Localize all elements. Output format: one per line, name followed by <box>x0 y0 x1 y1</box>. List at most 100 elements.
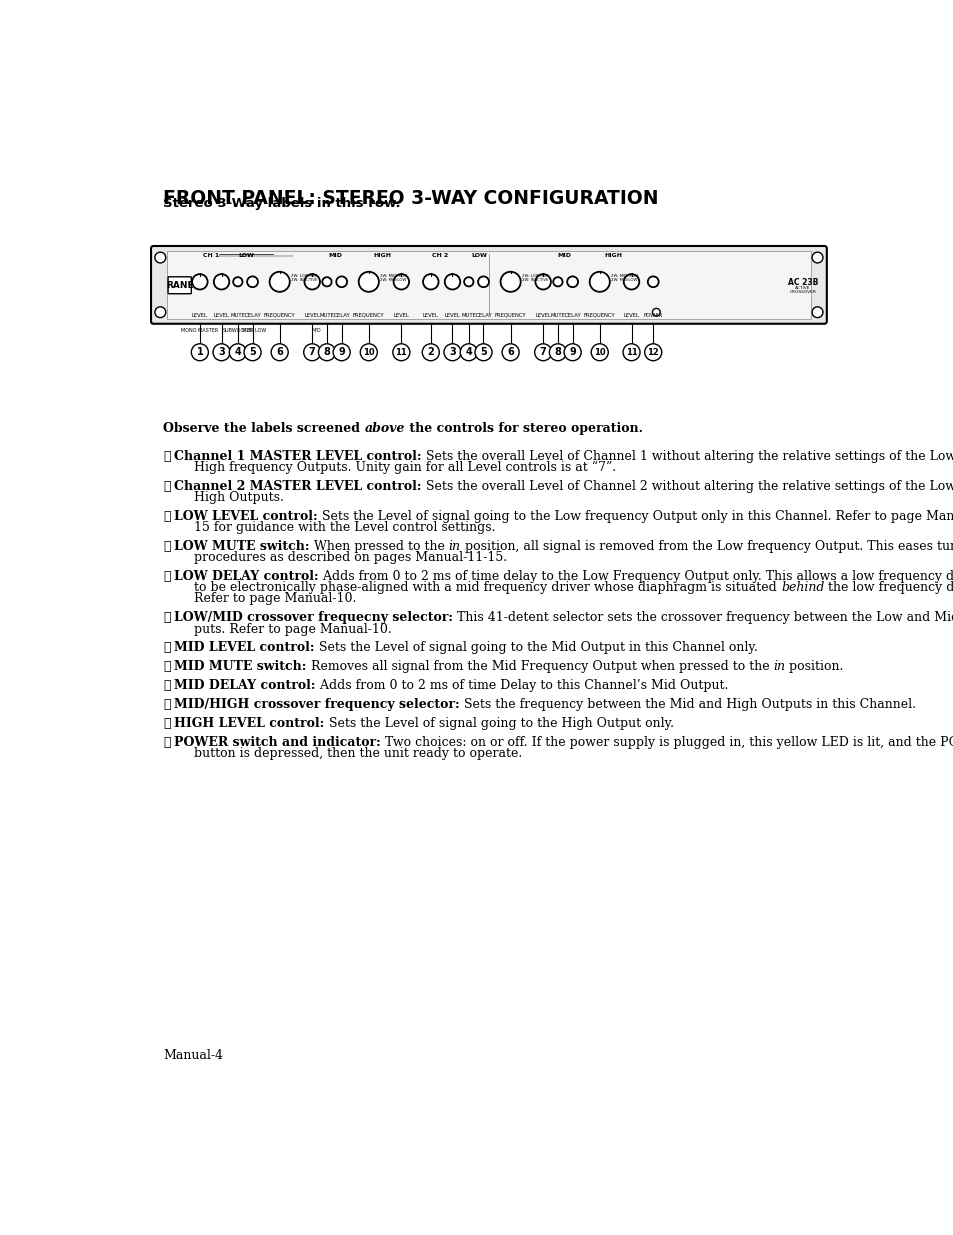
Text: M/D: M/D <box>311 327 320 332</box>
Text: MID LEVEL control:: MID LEVEL control: <box>174 641 314 655</box>
Text: 4: 4 <box>465 347 472 357</box>
Text: Sets the Level of signal going to the Mid Output in this Channel only.: Sets the Level of signal going to the Mi… <box>314 641 757 655</box>
Text: 1: 1 <box>196 347 203 357</box>
Circle shape <box>335 277 347 288</box>
Text: FRONT PANEL: STEREO 3-WAY CONFIGURATION: FRONT PANEL: STEREO 3-WAY CONFIGURATION <box>163 189 659 207</box>
Circle shape <box>563 343 580 361</box>
Text: LOW: LOW <box>471 253 486 258</box>
Circle shape <box>394 274 409 289</box>
Text: Sets the Level of signal going to the Low frequency Output only in this Channel.: Sets the Level of signal going to the Lo… <box>317 510 953 524</box>
Circle shape <box>464 277 473 287</box>
Circle shape <box>244 343 261 361</box>
Text: AC 23B: AC 23B <box>787 278 817 288</box>
Text: 11: 11 <box>395 348 407 357</box>
Circle shape <box>811 252 822 263</box>
Text: 4: 4 <box>234 347 241 357</box>
Text: behind: behind <box>781 582 823 594</box>
Text: LEVEL: LEVEL <box>535 312 551 317</box>
Text: HIGH: HIGH <box>603 253 621 258</box>
Text: puts. Refer to page Manual-10.: puts. Refer to page Manual-10. <box>174 622 392 636</box>
Text: the controls for stereo operation.: the controls for stereo operation. <box>405 421 642 435</box>
Text: ACTIVE
CROSSOVER: ACTIVE CROSSOVER <box>788 285 816 294</box>
Text: LOW/MID crossover frequecny selector:: LOW/MID crossover frequecny selector: <box>174 611 453 625</box>
Circle shape <box>192 343 208 361</box>
Text: Adds from 0 to 2 ms of time delay to the Low Frequency Output only. This allows : Adds from 0 to 2 ms of time delay to the… <box>318 571 953 583</box>
Text: MONO MASTER: MONO MASTER <box>181 327 218 332</box>
Text: 11: 11 <box>625 348 637 357</box>
Circle shape <box>304 274 319 289</box>
Circle shape <box>393 343 410 361</box>
Text: ③: ③ <box>163 510 171 524</box>
Text: ⑫: ⑫ <box>163 736 171 748</box>
Circle shape <box>443 343 460 361</box>
Text: position.: position. <box>784 661 842 673</box>
Circle shape <box>567 277 578 288</box>
Text: MUTE: MUTE <box>461 312 476 317</box>
Text: 10: 10 <box>594 348 605 357</box>
Circle shape <box>623 274 639 289</box>
Text: LEVEL: LEVEL <box>444 312 460 317</box>
Text: Stereo 3-Way labels in this row.: Stereo 3-Way labels in this row. <box>163 196 400 210</box>
Circle shape <box>622 343 639 361</box>
Text: ⑧: ⑧ <box>163 661 171 673</box>
Circle shape <box>549 343 566 361</box>
Text: HIGH LEVEL control:: HIGH LEVEL control: <box>174 716 324 730</box>
Text: LOW MUTE switch:: LOW MUTE switch: <box>174 540 310 553</box>
Text: This 41-detent selector sets the crossover frequency between the Low and Mid Out: This 41-detent selector sets the crossov… <box>453 611 953 625</box>
Text: position, all signal is removed from the Low frequency Output. This eases tune-u: position, all signal is removed from the… <box>460 540 953 553</box>
Text: ⑥: ⑥ <box>163 611 171 625</box>
Text: 5: 5 <box>249 347 255 357</box>
Text: button is depressed, then the unit ready to operate.: button is depressed, then the unit ready… <box>174 747 522 760</box>
Text: MID MUTE switch:: MID MUTE switch: <box>174 661 306 673</box>
Text: CH 2: CH 2 <box>432 253 448 258</box>
Text: FREQUENCY: FREQUENCY <box>495 312 526 317</box>
Circle shape <box>270 272 290 291</box>
Text: above: above <box>364 421 405 435</box>
Text: SUBWOOFER: SUBWOOFER <box>223 327 254 332</box>
Text: 15 for guidance with the Level control settings.: 15 for guidance with the Level control s… <box>174 521 496 535</box>
Circle shape <box>589 272 609 291</box>
Text: FREQUENCY: FREQUENCY <box>264 312 295 317</box>
Text: LEVEL: LEVEL <box>623 312 639 317</box>
Text: 5: 5 <box>479 347 486 357</box>
Text: Refer to page Manual-10.: Refer to page Manual-10. <box>174 593 356 605</box>
Circle shape <box>154 306 166 317</box>
Text: Sets the overall Level of Channel 1 without altering the relative settings of th: Sets the overall Level of Channel 1 with… <box>421 450 953 463</box>
Text: 6: 6 <box>507 347 514 357</box>
Text: MUTE: MUTE <box>230 312 245 317</box>
Circle shape <box>647 277 658 288</box>
Circle shape <box>534 343 551 361</box>
Text: 3: 3 <box>218 347 225 357</box>
Text: to be electronically phase-aligned with a mid frequency driver whose diaphragm i: to be electronically phase-aligned with … <box>174 582 781 594</box>
Text: 10: 10 <box>362 348 375 357</box>
Text: ⑦: ⑦ <box>163 641 171 655</box>
Circle shape <box>322 277 332 287</box>
Text: LOW LEVEL control:: LOW LEVEL control: <box>174 510 317 524</box>
Circle shape <box>358 272 378 291</box>
Text: ⑩: ⑩ <box>163 698 171 711</box>
Circle shape <box>444 274 459 289</box>
Circle shape <box>652 309 659 316</box>
Circle shape <box>591 343 608 361</box>
Text: Sets the overall Level of Channel 2 without altering the relative settings of th: Sets the overall Level of Channel 2 with… <box>421 480 953 493</box>
Circle shape <box>229 343 246 361</box>
Circle shape <box>233 277 242 287</box>
Text: DELAY: DELAY <box>244 312 261 317</box>
Text: 2W: MID/HIGH
2W: MID/LOW: 2W: MID/HIGH 2W: MID/LOW <box>380 274 407 283</box>
Text: Removes all signal from the Mid Frequency Output when pressed to the: Removes all signal from the Mid Frequenc… <box>306 661 773 673</box>
Text: the low frequency diaphragm.: the low frequency diaphragm. <box>823 582 953 594</box>
Text: ⑪: ⑪ <box>163 716 171 730</box>
Text: 7: 7 <box>539 347 546 357</box>
Circle shape <box>333 343 350 361</box>
Text: MUTE: MUTE <box>319 312 335 317</box>
Text: 2W: LOW/MID
2W: INACTIVE: 2W: LOW/MID 2W: INACTIVE <box>521 274 548 283</box>
Circle shape <box>318 343 335 361</box>
Text: in: in <box>448 540 460 553</box>
Text: LOW DELAY control:: LOW DELAY control: <box>174 571 318 583</box>
Text: RANE: RANE <box>166 280 193 290</box>
Text: Channel 1 MASTER LEVEL control:: Channel 1 MASTER LEVEL control: <box>174 450 421 463</box>
Text: 9: 9 <box>338 347 345 357</box>
Text: LEVEL: LEVEL <box>213 312 230 317</box>
Text: LEVEL: LEVEL <box>304 312 320 317</box>
Text: LEVEL: LEVEL <box>192 312 208 317</box>
